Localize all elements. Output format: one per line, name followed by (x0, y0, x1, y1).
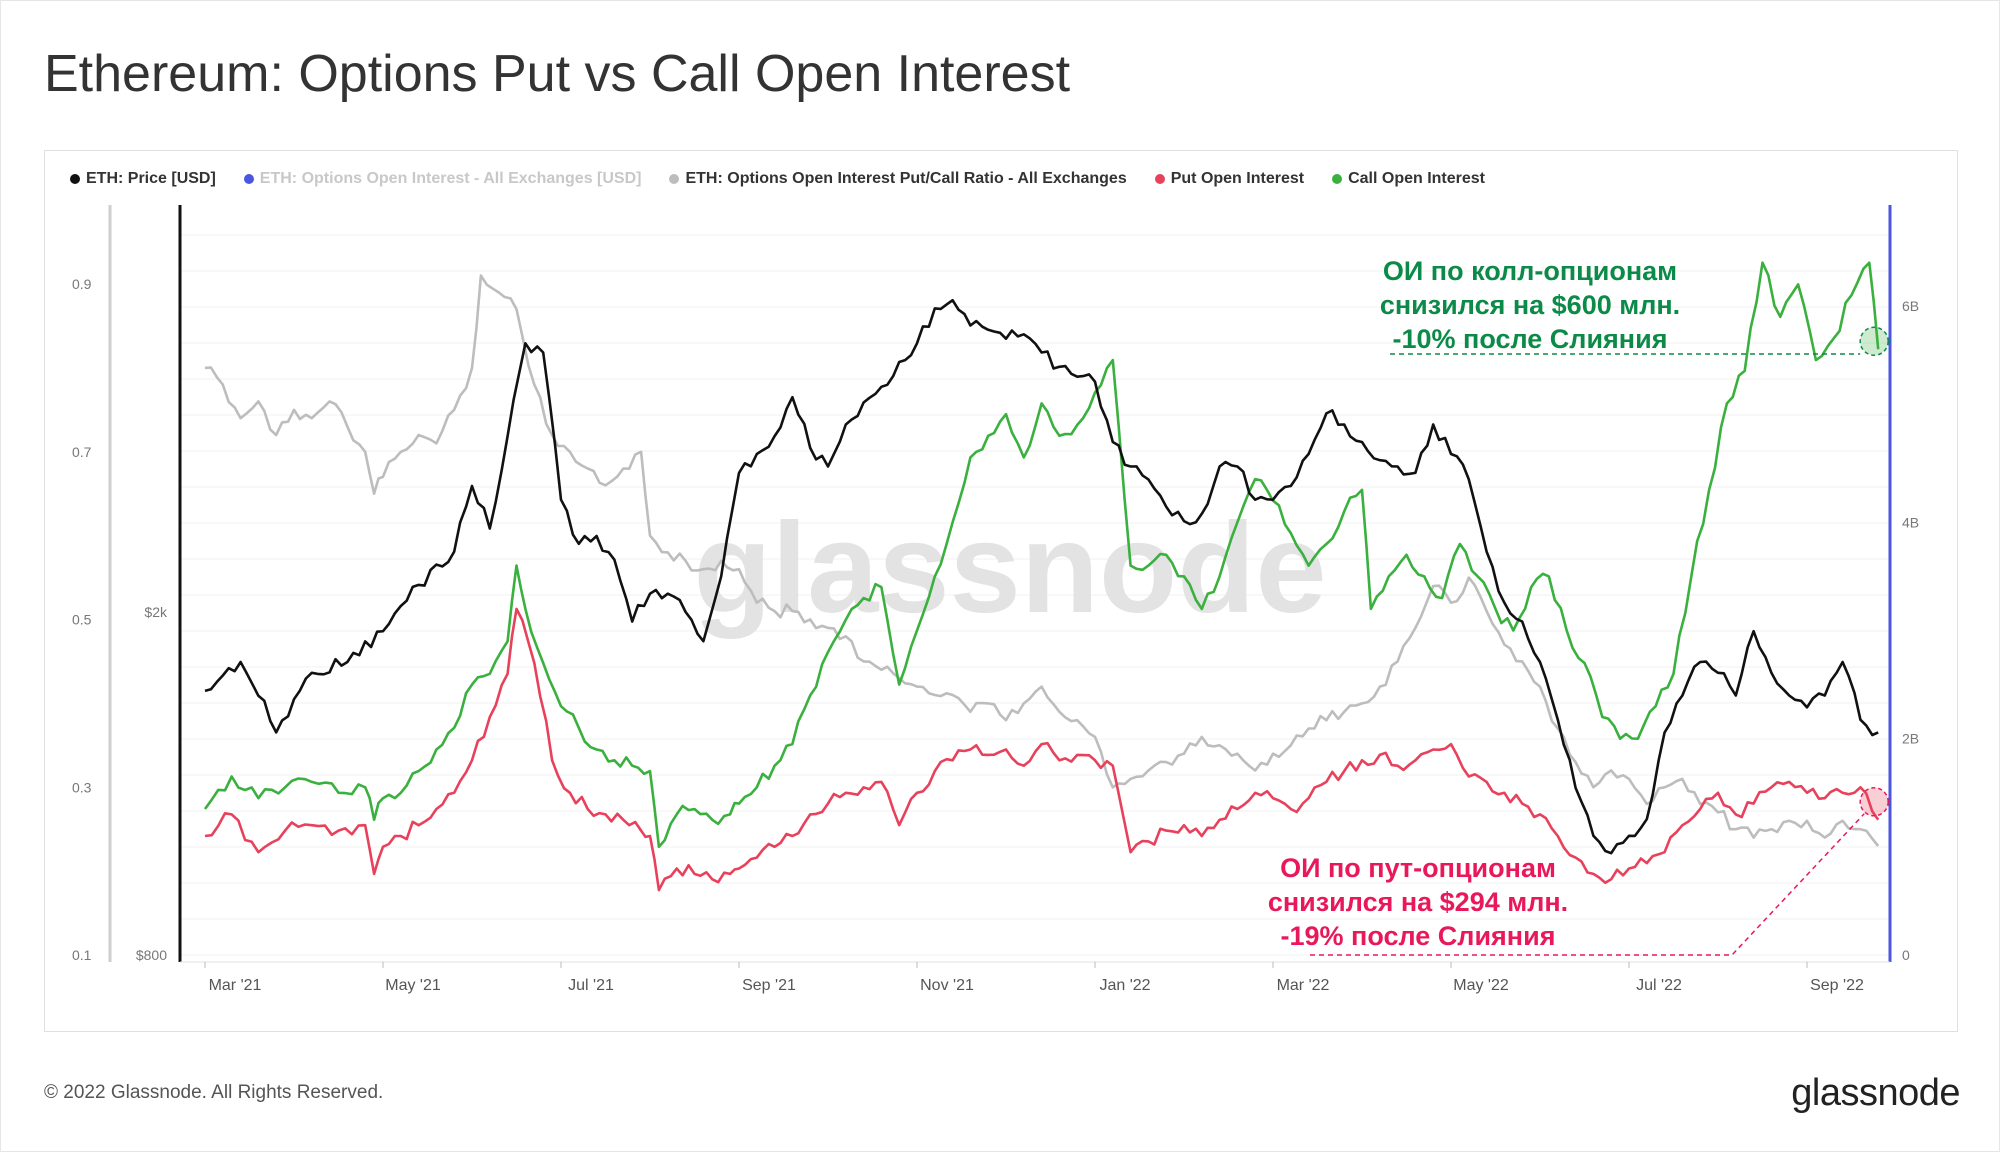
copyright-footer: © 2022 Glassnode. All Rights Reserved. (44, 1082, 384, 1103)
chart-legend: ETH: Price [USD] ETH: Options Open Inter… (70, 166, 1485, 192)
y-tick-label-oi: 4B (1902, 514, 1919, 530)
y-tick-label-oi: 2B (1902, 731, 1919, 747)
x-tick-label: Jan '22 (1099, 977, 1150, 994)
watermark: glassnode (693, 497, 1326, 640)
legend-item-call-oi[interactable]: Call Open Interest (1332, 170, 1485, 188)
legend-label-put-call-ratio: ETH: Options Open Interest Put/Call Rati… (685, 170, 1127, 187)
call-annotation-text: ОИ по колл-опционам (1383, 256, 1677, 286)
x-tick-label: Jul '22 (1636, 977, 1682, 994)
y-tick-label-price: $800 (136, 947, 167, 963)
put-annotation-marker (1859, 787, 1889, 817)
y-tick-label-oi: 0 (1902, 947, 1910, 963)
legend-label-price: ETH: Price [USD] (86, 170, 216, 187)
legend-item-put-call-ratio[interactable]: ETH: Options Open Interest Put/Call Rati… (669, 170, 1127, 188)
y-tick-label-ratio: 0.9 (72, 276, 92, 292)
brand-logo: glassnode (1791, 1072, 1960, 1114)
series-line-put-oi (204, 607, 1880, 892)
page-title: Ethereum: Options Put vs Call Open Inter… (44, 45, 1071, 103)
x-tick-label: Nov '21 (920, 977, 974, 994)
x-tick-label: Jul '21 (568, 977, 614, 994)
y-tick-label-ratio: 0.1 (72, 947, 92, 963)
legend-item-price[interactable]: ETH: Price [USD] (70, 170, 216, 188)
legend-label-options-oi: ETH: Options Open Interest - All Exchang… (259, 170, 642, 187)
x-tick-label: Sep '22 (1810, 977, 1864, 994)
legend-dot-call-oi (1332, 174, 1343, 184)
put-annotation-text: -19% после Слияния (1281, 921, 1556, 951)
x-tick-label: Mar '21 (209, 977, 262, 994)
legend-label-call-oi: Call Open Interest (1348, 170, 1485, 187)
y-tick-label-oi: 6B (1902, 298, 1919, 314)
put-annotation-text: снизился на $294 млн. (1268, 887, 1568, 917)
x-tick-label: Mar '22 (1277, 977, 1330, 994)
call-annotation-marker (1859, 326, 1889, 357)
legend-item-put-oi[interactable]: Put Open Interest (1154, 170, 1305, 188)
legend-item-options-oi[interactable]: ETH: Options Open Interest - All Exchang… (243, 170, 642, 188)
put-annotation-leader (1310, 813, 1865, 956)
legend-dot-put-oi (1154, 174, 1165, 184)
series-line-put-call-ratio (204, 274, 1880, 847)
call-annotation-text: снизился на $600 млн. (1380, 290, 1680, 320)
x-tick-label: May '21 (385, 977, 441, 994)
series-line-price (204, 298, 1879, 855)
y-tick-label-price: $2k (144, 604, 168, 620)
y-tick-label-ratio: 0.7 (72, 444, 92, 460)
x-tick-label: May '22 (1453, 977, 1509, 994)
legend-label-put-oi: Put Open Interest (1170, 170, 1305, 187)
y-tick-label-ratio: 0.5 (72, 612, 92, 628)
put-annotation-text: ОИ по пут-опционам (1280, 853, 1556, 883)
legend-dot-price (70, 174, 80, 184)
gridlines (180, 234, 1890, 956)
y-tick-label-ratio: 0.3 (72, 779, 92, 795)
chart-frame (44, 150, 1958, 1032)
series-line-call-oi (203, 261, 1880, 849)
legend-dot-put-call-ratio (669, 174, 680, 184)
call-annotation-text: -10% после Слияния (1393, 324, 1668, 354)
x-tick-label: Sep '21 (742, 977, 796, 994)
legend-dot-options-oi (243, 174, 254, 184)
